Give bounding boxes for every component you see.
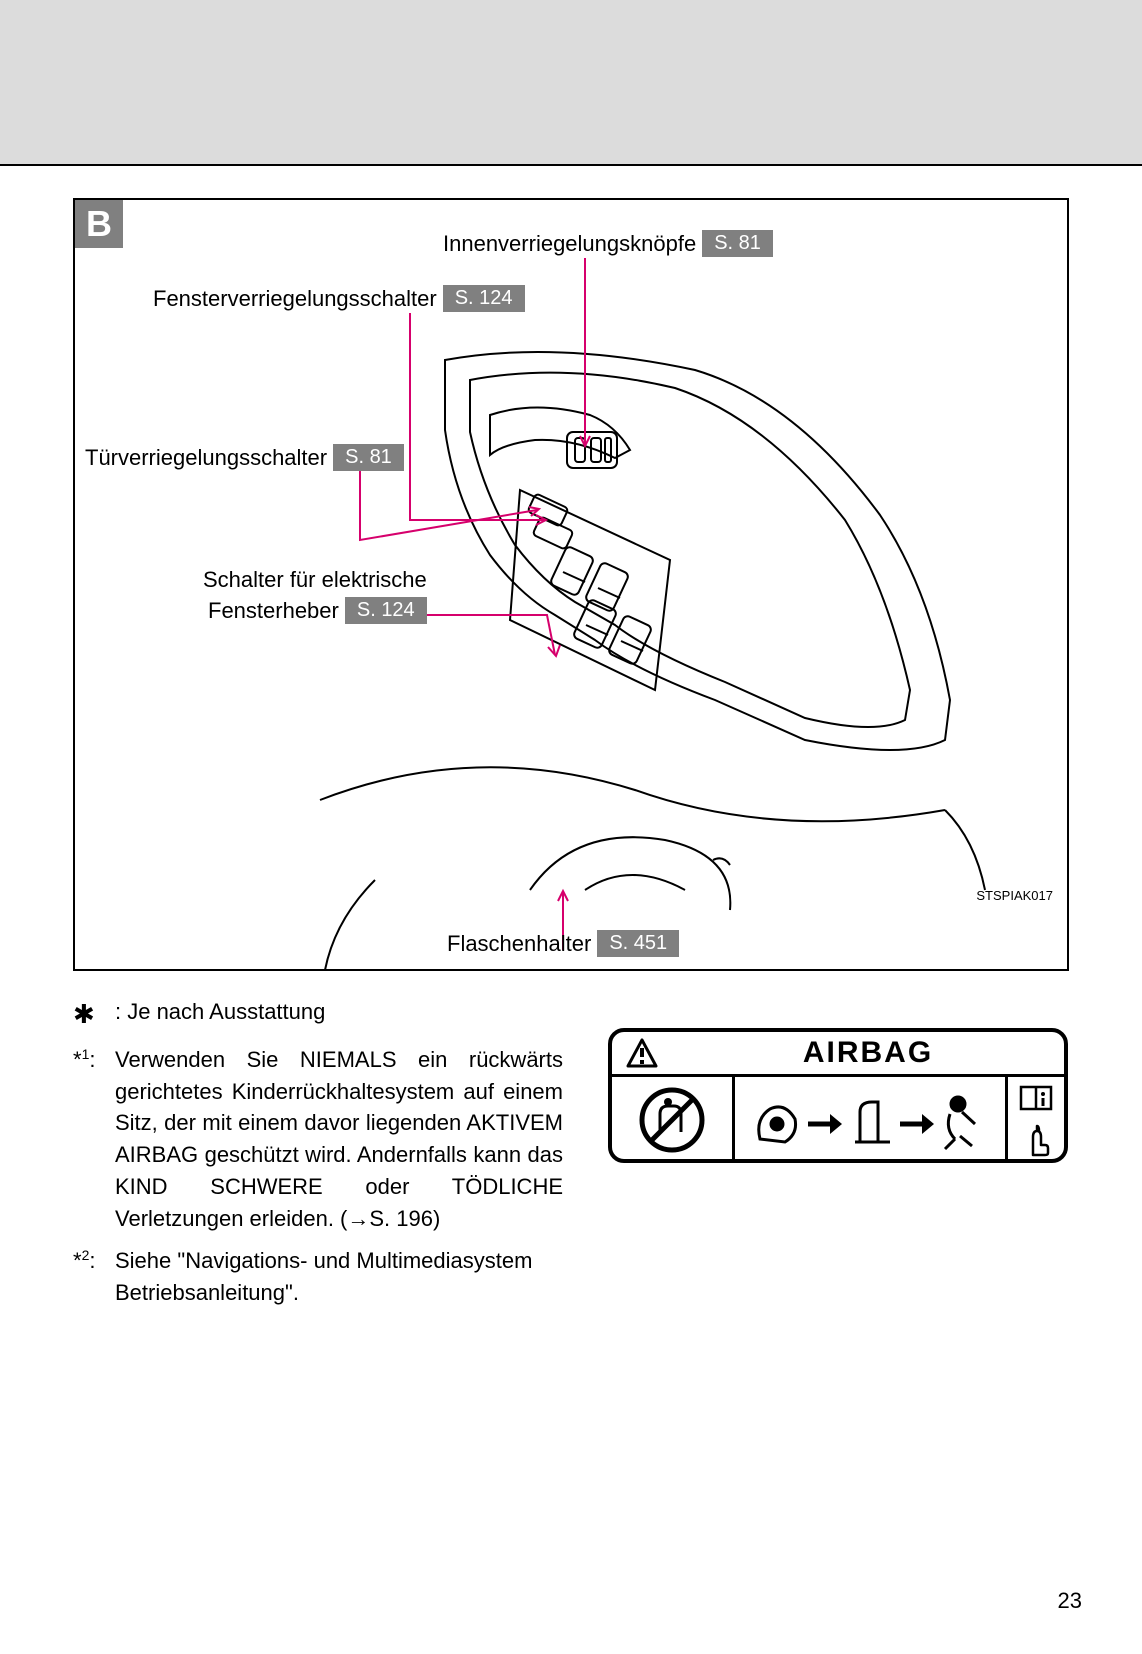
- book-info-icon: [1019, 1083, 1053, 1111]
- page-number: 23: [1058, 1588, 1082, 1614]
- callout-text: Türverriegelungsschalter: [85, 445, 327, 471]
- manual-reference-icons: [1005, 1077, 1064, 1163]
- warning-triangle-icon: [612, 1038, 672, 1068]
- callout-fensterheber-line2: Fensterheber S. 124: [208, 597, 427, 624]
- callout-flaschenhalter: Flaschenhalter S. 451: [447, 930, 679, 957]
- pointing-hand-icon: [1021, 1123, 1051, 1157]
- page-ref[interactable]: S. 124: [345, 597, 427, 624]
- header-band: [0, 0, 1142, 166]
- page: B: [0, 0, 1142, 1654]
- page-ref[interactable]: S. 81: [702, 230, 773, 257]
- footnote-text: : Je nach Ausstattung: [115, 996, 325, 1028]
- page-ref[interactable]: S. 451: [597, 930, 679, 957]
- asterisk-icon: *2:: [73, 1245, 115, 1277]
- airbag-pictograms: [612, 1077, 1064, 1163]
- callout-tuerverriegelung: Türverriegelungsschalter S. 81: [85, 444, 404, 471]
- airbag-sequence-icon: [735, 1084, 1005, 1156]
- page-ref[interactable]: S. 81: [333, 444, 404, 471]
- figure-b-frame: B: [73, 198, 1069, 971]
- callout-text: Schalter für elektrische: [203, 567, 427, 593]
- callout-fensterheber-line1: Schalter für elektrische: [203, 567, 427, 593]
- airbag-warning-label: AIRBAG: [608, 1028, 1068, 1163]
- callout-innenverriegelung: Innenverriegelungsknöpfe S. 81: [443, 230, 773, 257]
- callout-text: Flaschenhalter: [447, 931, 591, 957]
- callout-fensterverriegelung: Fensterverriegelungsschalter S. 124: [153, 285, 525, 312]
- page-ref[interactable]: S. 124: [443, 285, 525, 312]
- asterisk-icon: *1:: [73, 1044, 115, 1076]
- callout-text: Fensterheber: [208, 598, 339, 624]
- image-code: STSPIAK017: [976, 888, 1053, 903]
- prohibition-icon: [612, 1077, 735, 1163]
- footnote-text: Verwenden Sie NIEMALS ein rückwärts geri…: [115, 1044, 563, 1235]
- callout-text: Fensterverriegelungsschalter: [153, 286, 437, 312]
- airbag-header: AIRBAG: [612, 1032, 1064, 1077]
- asterisk-icon: ✱: [73, 996, 115, 1034]
- footnote-2: *2: Siehe "Navigations- und Multimediasy…: [73, 1245, 1069, 1309]
- footnote-text: Siehe "Navigations- und Multimediasystem…: [115, 1245, 675, 1309]
- callout-text: Innenverriegelungsknöpfe: [443, 231, 696, 257]
- airbag-title: AIRBAG: [672, 1036, 1064, 1070]
